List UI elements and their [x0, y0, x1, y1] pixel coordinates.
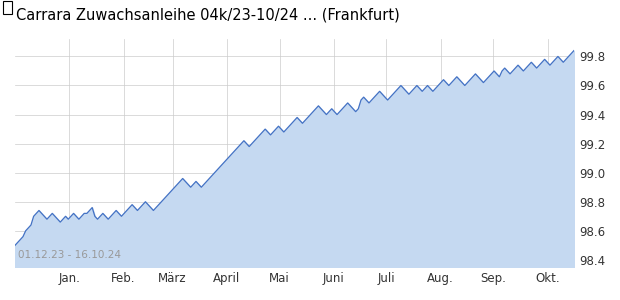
- Text: 01.12.23 - 16.10.24: 01.12.23 - 16.10.24: [18, 250, 121, 260]
- Text: Carrara Zuwachsanleihe 04k/23-10/24 ... (Frankfurt): Carrara Zuwachsanleihe 04k/23-10/24 ... …: [16, 8, 399, 22]
